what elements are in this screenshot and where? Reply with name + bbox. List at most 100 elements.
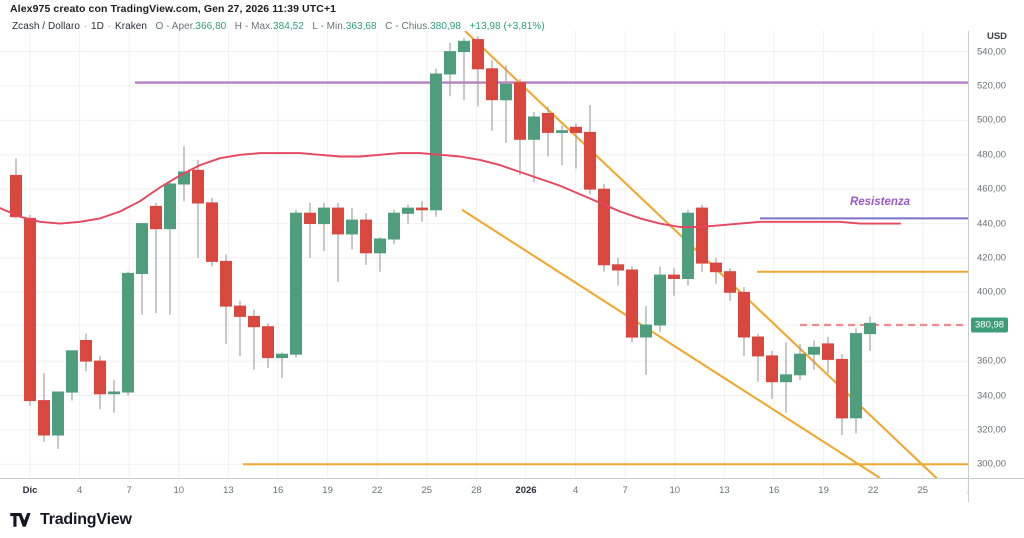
trendline-support-descending[interactable] (461, 208, 881, 478)
price-axis-unit: USD (986, 31, 1008, 42)
candle-body (38, 400, 50, 436)
candle-body (290, 212, 302, 355)
candle-body (682, 212, 694, 279)
time-axis[interactable]: Dic471013161922252820264710131619222528 (0, 478, 978, 502)
candle-body (836, 358, 848, 419)
time-tick: 4 (76, 485, 83, 496)
candle-body (402, 207, 414, 214)
candle-body (220, 260, 232, 307)
candle-body (66, 350, 78, 393)
candle-body (94, 360, 106, 395)
candle-body (234, 305, 246, 317)
time-tick: 10 (669, 485, 681, 496)
candle-body (164, 183, 176, 230)
candle-body (822, 343, 834, 360)
candle-body (696, 207, 708, 264)
candle-body (738, 291, 750, 338)
tradingview-wordmark: TradingView (40, 511, 132, 528)
candle-body (276, 353, 288, 359)
candle-body (766, 355, 778, 383)
price-axis[interactable]: USD 540,00 520,00 500,00 480,00 460,00 440,00… (968, 31, 1024, 478)
candle-body (668, 274, 680, 280)
interval-label[interactable]: 1D (91, 21, 104, 32)
moving-average-line (0, 152, 901, 228)
change-value: +13,98 (+3,81%) (469, 21, 545, 32)
candle-body (850, 333, 862, 419)
candle-body (752, 336, 764, 357)
price-tick: 480,00 (977, 149, 1007, 161)
resistenza-annotation[interactable]: Resistenza (849, 195, 911, 208)
open-value: 366,80 (195, 21, 227, 32)
time-tick: 4 (572, 485, 579, 496)
candle-body (248, 315, 260, 328)
candle-body (374, 238, 386, 254)
exchange-label[interactable]: Kraken (114, 21, 147, 32)
candle-body (472, 39, 484, 70)
price-tick: 300,00 (977, 458, 1007, 470)
time-tick: Dic (22, 485, 38, 496)
tradingview-mark-icon (10, 512, 31, 527)
axis-corner (968, 478, 1024, 502)
candle-body (808, 346, 820, 355)
time-tick: 19 (818, 485, 829, 496)
price-tick: 420,00 (977, 252, 1007, 264)
footer: TradingView (0, 502, 1024, 538)
time-tick: 22 (867, 485, 879, 496)
candle-body (206, 202, 218, 262)
candle-body (360, 219, 372, 254)
candle-body (80, 340, 92, 362)
candle-body (108, 391, 120, 395)
candle-body (584, 131, 596, 190)
candle-body (780, 374, 792, 383)
high-label: H - Max. (234, 21, 273, 32)
price-tick: 440,00 (977, 218, 1007, 230)
candle-body (262, 326, 274, 359)
high-value: 384,52 (272, 21, 304, 32)
candle-body (598, 188, 610, 266)
candle-body (122, 272, 134, 393)
candle-body (346, 219, 358, 235)
price-tick: 400,00 (977, 286, 1007, 298)
close-value: 380,98 (430, 21, 461, 32)
candle-body (332, 207, 344, 235)
candle-body (318, 207, 330, 225)
candle-body (486, 68, 498, 101)
horizontal-lines[interactable] (135, 81, 968, 466)
symbol-name[interactable]: Zcash / Dollaro (12, 21, 80, 32)
credit-line: Alex975 creato con TradingView.com, Gen … (10, 3, 337, 15)
price-tick: 320,00 (977, 424, 1007, 436)
time-tick: 13 (223, 485, 234, 496)
time-tick: 13 (719, 485, 730, 496)
candle-body (24, 217, 36, 402)
open-label: O - Aper. (155, 21, 196, 32)
price-tick: 360,00 (977, 355, 1007, 367)
candle-body (542, 113, 554, 133)
candle-body (192, 169, 204, 204)
candle-body (612, 264, 624, 271)
candle-body (430, 73, 442, 211)
time-tick: 22 (371, 485, 383, 496)
low-label: L - Min. (312, 21, 346, 32)
time-tick: 16 (768, 485, 780, 496)
low-value: 363,68 (345, 21, 377, 32)
price-tick: 460,00 (977, 183, 1007, 195)
price-tick: 340,00 (977, 390, 1007, 401)
candle-body (528, 116, 540, 140)
candle-body (570, 126, 582, 134)
candle-body (136, 223, 148, 275)
candle-body (710, 262, 722, 273)
last-price-badge[interactable]: 380,98 (971, 317, 1009, 333)
candle-body (864, 322, 876, 335)
ohlc-legend: Zcash / Dollaro · 1D · Kraken O - Aper.3… (12, 21, 545, 32)
time-tick: 25 (917, 485, 929, 496)
tradingview-logo[interactable]: TradingView (10, 511, 132, 529)
candle-body (626, 269, 638, 338)
close-label: C - Chius. (385, 21, 431, 32)
candle-body (514, 82, 526, 140)
candle-body (556, 130, 568, 133)
price-tick: 540,00 (977, 46, 1007, 58)
chart-plot-area[interactable] (0, 31, 968, 478)
candle-body (150, 205, 162, 230)
time-tick: 2026 (515, 485, 537, 496)
